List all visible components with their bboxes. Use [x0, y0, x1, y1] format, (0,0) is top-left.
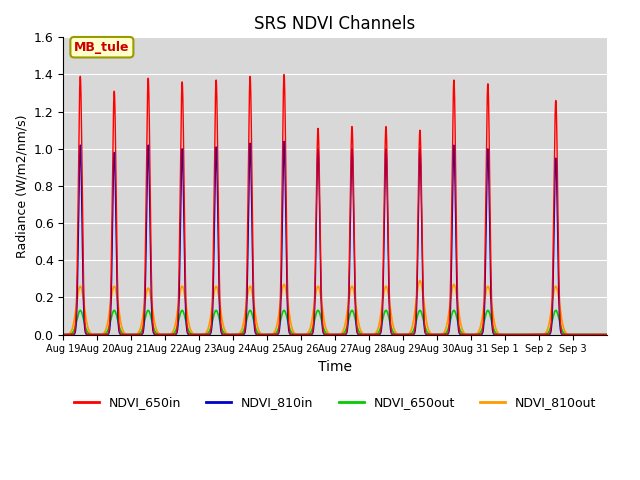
X-axis label: Time: Time: [318, 360, 352, 374]
Text: MB_tule: MB_tule: [74, 41, 130, 54]
Y-axis label: Radiance (W/m2/nm/s): Radiance (W/m2/nm/s): [15, 114, 28, 258]
Title: SRS NDVI Channels: SRS NDVI Channels: [254, 15, 415, 33]
Legend: NDVI_650in, NDVI_810in, NDVI_650out, NDVI_810out: NDVI_650in, NDVI_810in, NDVI_650out, NDV…: [68, 391, 601, 414]
